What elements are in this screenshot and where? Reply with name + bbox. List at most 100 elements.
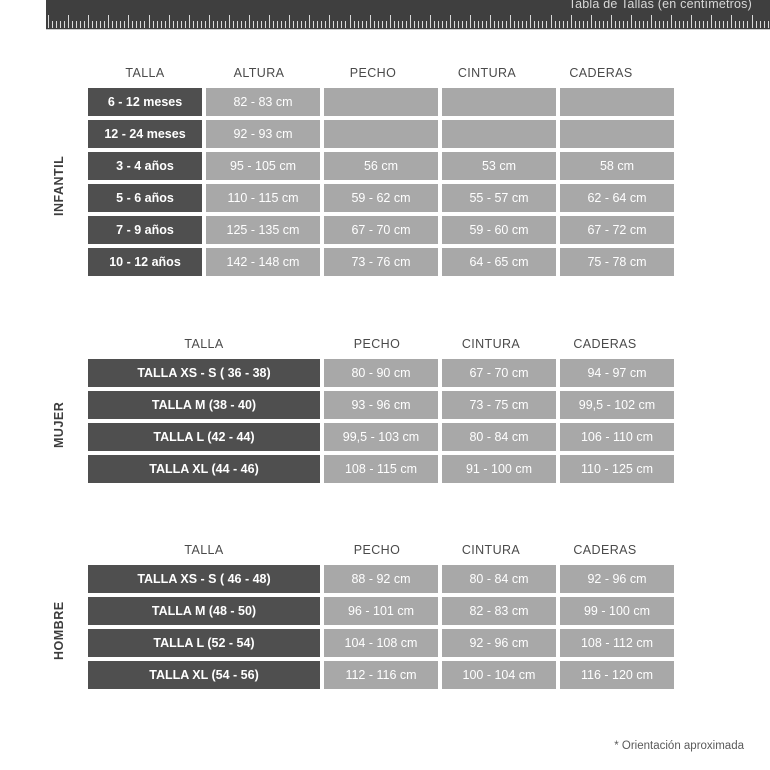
cell-caderas: 110 - 125 cm	[560, 455, 674, 483]
cell-altura: 125 - 135 cm	[206, 216, 320, 244]
cell-talla: TALLA M (48 - 50)	[88, 597, 320, 625]
section-label-hombre: HOMBRE	[52, 601, 66, 661]
table-row: 3 - 4 años 95 - 105 cm 56 cm 53 cm 58 cm	[88, 152, 678, 180]
cell-talla: 12 - 24 meses	[88, 120, 202, 148]
column-header-caderas: CADERAS	[569, 66, 633, 80]
column-header-cintura: CINTURA	[461, 337, 521, 351]
cell-cintura: 100 - 104 cm	[442, 661, 556, 689]
cell-talla: TALLA M (38 - 40)	[88, 391, 320, 419]
cell-pecho: 67 - 70 cm	[324, 216, 438, 244]
table-body: 6 - 12 meses 82 - 83 cm 12 - 24 meses 92 - …	[88, 88, 678, 276]
cell-cintura	[442, 88, 556, 116]
cell-caderas	[560, 88, 674, 116]
cell-talla: 7 - 9 años	[88, 216, 202, 244]
cell-cintura: 73 - 75 cm	[442, 391, 556, 419]
footnote: * Orientación aproximada	[614, 740, 744, 752]
table-grid: TALLA ALTURA PECHO CINTURA CADERAS 6 - 12 mes…	[88, 62, 678, 280]
column-header-caderas: CADERAS	[573, 543, 637, 557]
cell-talla: TALLA XS - S ( 46 - 48)	[88, 565, 320, 593]
column-header-altura: ALTURA	[233, 66, 285, 80]
cell-caderas	[560, 120, 674, 148]
cell-caderas: 116 - 120 cm	[560, 661, 674, 689]
cell-caderas: 92 - 96 cm	[560, 565, 674, 593]
table-header-row: TALLA PECHO CINTURA CADERAS	[88, 539, 678, 561]
column-header-talla: TALLA	[184, 337, 224, 351]
ruler-banner: Tabla de Tallas (en centímetros)	[46, 0, 770, 30]
cell-pecho: 56 cm	[324, 152, 438, 180]
cell-pecho: 59 - 62 cm	[324, 184, 438, 212]
cell-pecho	[324, 120, 438, 148]
cell-altura: 110 - 115 cm	[206, 184, 320, 212]
cell-pecho: 73 - 76 cm	[324, 248, 438, 276]
cell-altura: 142 - 148 cm	[206, 248, 320, 276]
cell-caderas: 108 - 112 cm	[560, 629, 674, 657]
cell-caderas: 62 - 64 cm	[560, 184, 674, 212]
cell-pecho: 88 - 92 cm	[324, 565, 438, 593]
table-body: TALLA XS - S ( 36 - 38) 80 - 90 cm 67 - 70…	[88, 359, 678, 483]
column-header-cintura: CINTURA	[457, 66, 517, 80]
table-row: TALLA XS - S ( 46 - 48) 88 - 92 cm 80 - 84…	[88, 565, 678, 593]
cell-cintura: 80 - 84 cm	[442, 423, 556, 451]
cell-cintura: 67 - 70 cm	[442, 359, 556, 387]
cell-altura: 82 - 83 cm	[206, 88, 320, 116]
table-grid: TALLA PECHO CINTURA CADERAS TALLA XS - S ( 4…	[88, 539, 678, 693]
table-row: 7 - 9 años 125 - 135 cm 67 - 70 cm 59 - 60 …	[88, 216, 678, 244]
cell-pecho: 104 - 108 cm	[324, 629, 438, 657]
table-row: TALLA L (42 - 44) 99,5 - 103 cm 80 - 84 cm…	[88, 423, 678, 451]
cell-altura: 95 - 105 cm	[206, 152, 320, 180]
cell-caderas: 99 - 100 cm	[560, 597, 674, 625]
cell-caderas: 75 - 78 cm	[560, 248, 674, 276]
section-label-infantil: INFANTIL	[52, 155, 66, 217]
table-grid: TALLA PECHO CINTURA CADERAS TALLA XS - S ( 3…	[88, 333, 678, 487]
table-header-row: TALLA PECHO CINTURA CADERAS	[88, 333, 678, 355]
table-row: TALLA M (48 - 50) 96 - 101 cm 82 - 83 cm 99…	[88, 597, 678, 625]
cell-cintura: 59 - 60 cm	[442, 216, 556, 244]
table-row: 10 - 12 años 142 - 148 cm 73 - 76 cm 64 - 6…	[88, 248, 678, 276]
table-row: TALLA L (52 - 54) 104 - 108 cm 92 - 96 cm 1…	[88, 629, 678, 657]
column-header-cintura: CINTURA	[461, 543, 521, 557]
cell-talla: 6 - 12 meses	[88, 88, 202, 116]
cell-caderas: 58 cm	[560, 152, 674, 180]
cell-cintura: 55 - 57 cm	[442, 184, 556, 212]
column-header-pecho: PECHO	[353, 543, 401, 557]
table-row: 5 - 6 años 110 - 115 cm 59 - 62 cm 55 - 57 …	[88, 184, 678, 212]
table-row: TALLA XL (54 - 56) 112 - 116 cm 100 - 104 …	[88, 661, 678, 689]
cell-cintura: 82 - 83 cm	[442, 597, 556, 625]
column-header-talla: TALLA	[125, 66, 165, 80]
cell-talla: TALLA XL (54 - 56)	[88, 661, 320, 689]
cell-caderas: 94 - 97 cm	[560, 359, 674, 387]
cell-cintura: 53 cm	[442, 152, 556, 180]
cell-pecho	[324, 88, 438, 116]
cell-talla: 5 - 6 años	[88, 184, 202, 212]
section-label-mujer: MUJER	[52, 401, 66, 449]
column-header-talla: TALLA	[184, 543, 224, 557]
cell-caderas: 67 - 72 cm	[560, 216, 674, 244]
cell-altura: 92 - 93 cm	[206, 120, 320, 148]
table-row: TALLA XS - S ( 36 - 38) 80 - 90 cm 67 - 70…	[88, 359, 678, 387]
table-row: 6 - 12 meses 82 - 83 cm	[88, 88, 678, 116]
column-header-caderas: CADERAS	[573, 337, 637, 351]
cell-talla: TALLA L (42 - 44)	[88, 423, 320, 451]
cell-cintura	[442, 120, 556, 148]
cell-caderas: 99,5 - 102 cm	[560, 391, 674, 419]
cell-cintura: 91 - 100 cm	[442, 455, 556, 483]
chart-title: Tabla de Tallas (en centímetros)	[568, 0, 752, 11]
cell-cintura: 64 - 65 cm	[442, 248, 556, 276]
cell-talla: 10 - 12 años	[88, 248, 202, 276]
table-header-row: TALLA ALTURA PECHO CINTURA CADERAS	[88, 62, 678, 84]
cell-pecho: 96 - 101 cm	[324, 597, 438, 625]
cell-pecho: 112 - 116 cm	[324, 661, 438, 689]
cell-talla: TALLA XL (44 - 46)	[88, 455, 320, 483]
cell-pecho: 108 - 115 cm	[324, 455, 438, 483]
cell-cintura: 92 - 96 cm	[442, 629, 556, 657]
table-row: TALLA M (38 - 40) 93 - 96 cm 73 - 75 cm 99,…	[88, 391, 678, 419]
ruler-baseline	[46, 29, 770, 30]
cell-talla: TALLA L (52 - 54)	[88, 629, 320, 657]
cell-talla: TALLA XS - S ( 36 - 38)	[88, 359, 320, 387]
column-header-pecho: PECHO	[349, 66, 397, 80]
cell-caderas: 106 - 110 cm	[560, 423, 674, 451]
column-header-pecho: PECHO	[353, 337, 401, 351]
cell-cintura: 80 - 84 cm	[442, 565, 556, 593]
table-row: TALLA XL (44 - 46) 108 - 115 cm 91 - 100 c…	[88, 455, 678, 483]
cell-pecho: 80 - 90 cm	[324, 359, 438, 387]
